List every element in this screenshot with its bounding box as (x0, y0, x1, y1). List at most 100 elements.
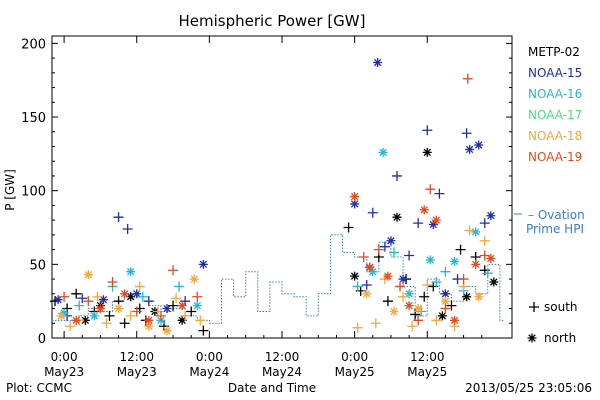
point-north-1-27 (465, 144, 475, 154)
point-south-1-19 (404, 250, 415, 261)
point-south-1-17 (392, 170, 402, 181)
point-south-2-7 (174, 281, 185, 292)
point-south-1-13 (367, 207, 378, 218)
point-north-1-16 (386, 236, 396, 246)
point-north-1-3 (98, 295, 108, 305)
point-south-1-12 (361, 279, 372, 290)
point-south-0-23 (382, 296, 393, 307)
point-south-1-5 (122, 223, 133, 234)
point-south-1-7 (143, 296, 154, 307)
point-south-0-8 (119, 318, 130, 329)
point-south-0-6 (104, 310, 115, 321)
point-south-4-24 (422, 279, 433, 290)
series-noaa-19 (59, 73, 496, 326)
point-south-5-0 (59, 291, 70, 302)
point-north-4-6 (114, 304, 124, 314)
point-north-1-14 (373, 58, 383, 68)
point-south-5-4 (107, 277, 118, 288)
point-south-4-29 (464, 225, 475, 236)
point-north-1-11 (350, 199, 360, 209)
point-south-4-4 (92, 291, 103, 302)
point-north-2-20 (471, 227, 481, 237)
point-north-1-8 (162, 304, 172, 314)
point-south-1-26 (461, 128, 472, 139)
point-south-4-12 (171, 293, 182, 304)
point-south-2-5 (137, 291, 148, 302)
point-north-0-24 (392, 212, 402, 222)
point-south-2-12 (388, 247, 399, 258)
point-south-1-20 (413, 218, 424, 229)
legend-entry-noaa-19: NOAA-19 (528, 150, 582, 164)
y-axis-label: P [GW] (3, 169, 17, 211)
point-south-4-15 (195, 315, 206, 326)
point-south-2-21 (482, 268, 493, 279)
x-tick-time-1: 12:00 (119, 350, 154, 364)
legend: METP-02 NOAA-15 NOAA-16 NOAA-17 NOAA-18 NOAA-… (514, 45, 582, 215)
y-tick-label-3: 150 (21, 111, 46, 126)
y-tick-label-0: 0 (38, 332, 46, 347)
point-north-5-20 (419, 205, 429, 215)
model-line (52, 234, 504, 324)
point-north-5-5 (120, 289, 130, 299)
point-north-4-9 (144, 321, 154, 331)
point-north-2-18 (450, 256, 459, 266)
point-south-0-27 (419, 291, 430, 302)
point-south-0-18 (343, 222, 354, 233)
x-tick-date-3: May24 (262, 365, 302, 379)
point-south-5-21 (425, 184, 436, 195)
point-north-5-29 (486, 253, 496, 263)
point-north-0-19 (350, 271, 360, 281)
point-north-1-18 (398, 274, 408, 284)
point-south-5-8 (155, 310, 166, 321)
model-legend-label-1: – Ovation (528, 208, 585, 222)
y-tick-label-1: 50 (29, 258, 46, 273)
point-north-0-28 (422, 147, 432, 157)
north-label: north (544, 331, 576, 345)
x-tick-time-2: 0:00 (196, 350, 223, 364)
south-label: south (544, 300, 578, 314)
point-north-1-30 (486, 211, 496, 221)
point-south-4-5 (101, 318, 112, 329)
legend-entry-noaa-17: NOAA-17 (528, 108, 582, 122)
point-north-1-10 (198, 259, 208, 269)
point-north-5-14 (365, 262, 375, 272)
x-tick-time-4: 0:00 (341, 350, 368, 364)
x-tick-date-1: May23 (117, 365, 157, 379)
x-tick-time-0: 0:00 (51, 350, 78, 364)
point-south-5-26 (462, 73, 473, 84)
x-tick-date-5: May25 (407, 365, 447, 379)
point-south-0-16 (186, 306, 197, 317)
point-north-1-0 (53, 295, 63, 305)
point-north-2-13 (404, 289, 414, 299)
point-north-5-24 (450, 315, 459, 325)
point-north-2-2 (89, 311, 99, 321)
legend-entry-noaa-16: NOAA-16 (528, 87, 582, 101)
point-north-4-14 (189, 274, 199, 284)
point-north-4-17 (362, 289, 372, 299)
x-tick-date-2: May24 (189, 365, 229, 379)
point-south-5-11 (192, 291, 203, 302)
point-north-4-0 (56, 311, 66, 321)
point-north-0-3 (80, 315, 90, 325)
point-south-4-7 (125, 310, 136, 321)
point-south-1-15 (379, 241, 390, 252)
point-north-4-3 (83, 270, 93, 280)
point-south-1-2 (77, 293, 88, 304)
chart-title: Hemispheric Power [GW] (179, 12, 366, 30)
point-north-0-30 (437, 311, 447, 321)
point-south-5-9 (168, 265, 179, 276)
point-south-1-23 (434, 188, 445, 199)
point-south-1-29 (479, 218, 490, 229)
point-south-4-21 (398, 291, 409, 302)
point-north-4-26 (440, 296, 450, 306)
point-north-5-12 (350, 192, 360, 202)
point-north-5-7 (144, 315, 154, 325)
point-north-1-28 (474, 140, 484, 150)
point-south-2-1 (74, 300, 85, 311)
data-points (50, 58, 499, 336)
point-north-5-1 (71, 315, 81, 325)
x-tick-time-5: 12:00 (410, 350, 445, 364)
point-north-4-23 (413, 304, 423, 314)
point-north-2-4 (126, 267, 136, 277)
